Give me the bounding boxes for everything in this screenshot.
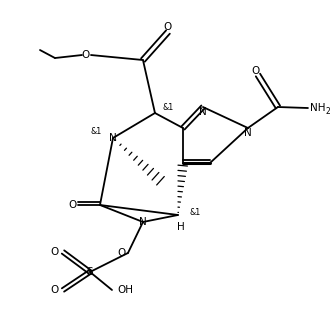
Text: 2: 2	[326, 106, 331, 115]
Text: N: N	[199, 107, 207, 117]
Text: O: O	[118, 248, 126, 258]
Text: O: O	[51, 247, 59, 257]
Text: N: N	[244, 128, 252, 138]
Text: N: N	[109, 133, 117, 143]
Text: OH: OH	[117, 285, 133, 295]
Text: O: O	[252, 66, 260, 76]
Text: N: N	[139, 217, 147, 227]
Text: NH: NH	[310, 103, 325, 113]
Text: O: O	[82, 50, 90, 60]
Text: O: O	[51, 285, 59, 295]
Text: O: O	[164, 22, 172, 32]
Text: S: S	[87, 267, 93, 277]
Text: &1: &1	[162, 103, 173, 112]
Text: &1: &1	[90, 127, 102, 136]
Text: H: H	[177, 222, 185, 232]
Text: O: O	[69, 200, 77, 210]
Text: &1: &1	[190, 208, 201, 217]
